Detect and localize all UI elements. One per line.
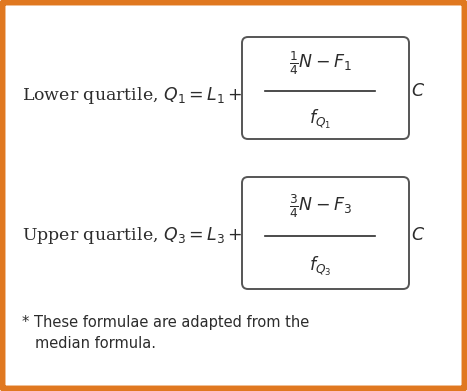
FancyBboxPatch shape [242, 37, 409, 139]
Text: $C$: $C$ [411, 84, 425, 100]
Text: $C$: $C$ [411, 228, 425, 244]
Text: Lower quartile, $Q_1 = L_1 +$: Lower quartile, $Q_1 = L_1 +$ [22, 86, 243, 106]
Text: $\frac{3}{4}N - F_3$: $\frac{3}{4}N - F_3$ [289, 192, 352, 220]
Text: * These formulae are adapted from the: * These formulae are adapted from the [22, 316, 309, 330]
Text: $f_{Q_1}$: $f_{Q_1}$ [309, 108, 331, 131]
Text: Upper quartile, $Q_3 = L_3 +$: Upper quartile, $Q_3 = L_3 +$ [22, 226, 243, 246]
Text: $f_{Q_3}$: $f_{Q_3}$ [309, 255, 331, 278]
Text: $\frac{1}{4}N - F_1$: $\frac{1}{4}N - F_1$ [289, 49, 352, 77]
FancyBboxPatch shape [242, 177, 409, 289]
Text: median formula.: median formula. [35, 335, 156, 350]
